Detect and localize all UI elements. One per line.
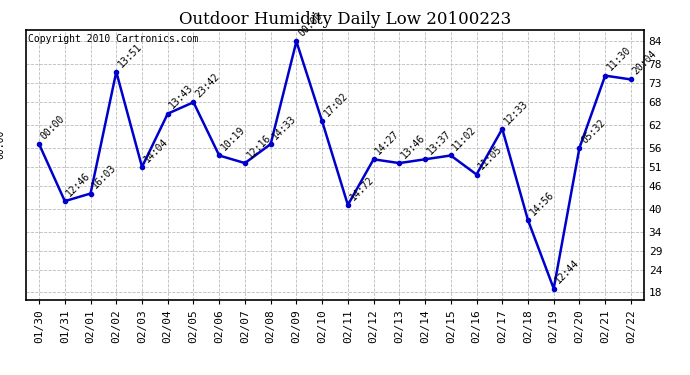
Text: 13:43: 13:43 bbox=[168, 83, 195, 111]
Text: 12:16: 12:16 bbox=[245, 132, 273, 160]
Text: 11:02: 11:02 bbox=[451, 125, 478, 153]
Text: 00:00: 00:00 bbox=[0, 129, 6, 159]
Text: 23:42: 23:42 bbox=[193, 72, 221, 99]
Text: 05:32: 05:32 bbox=[580, 117, 607, 145]
Text: 11:05: 11:05 bbox=[476, 144, 504, 172]
Text: 14:04: 14:04 bbox=[142, 136, 170, 164]
Text: 12:46: 12:46 bbox=[65, 171, 92, 198]
Text: 12:33: 12:33 bbox=[502, 98, 530, 126]
Text: 13:51: 13:51 bbox=[116, 41, 144, 69]
Text: 20:04: 20:04 bbox=[631, 49, 659, 76]
Text: 10:19: 10:19 bbox=[219, 125, 247, 153]
Text: Copyright 2010 Cartronics.com: Copyright 2010 Cartronics.com bbox=[28, 34, 199, 44]
Text: 00:00: 00:00 bbox=[39, 114, 67, 141]
Text: Outdoor Humidity Daily Low 20100223: Outdoor Humidity Daily Low 20100223 bbox=[179, 11, 511, 28]
Text: 12:44: 12:44 bbox=[553, 258, 582, 286]
Text: 13:37: 13:37 bbox=[425, 129, 453, 156]
Text: 00:00: 00:00 bbox=[296, 11, 324, 39]
Text: 14:56: 14:56 bbox=[528, 189, 555, 217]
Text: 11:30: 11:30 bbox=[605, 45, 633, 73]
Text: 14:33: 14:33 bbox=[270, 114, 298, 141]
Text: 14:72: 14:72 bbox=[348, 174, 375, 202]
Text: 13:46: 13:46 bbox=[400, 132, 427, 160]
Text: 16:03: 16:03 bbox=[90, 163, 118, 191]
Text: 14:27: 14:27 bbox=[373, 129, 402, 156]
Text: 17:02: 17:02 bbox=[322, 91, 350, 118]
